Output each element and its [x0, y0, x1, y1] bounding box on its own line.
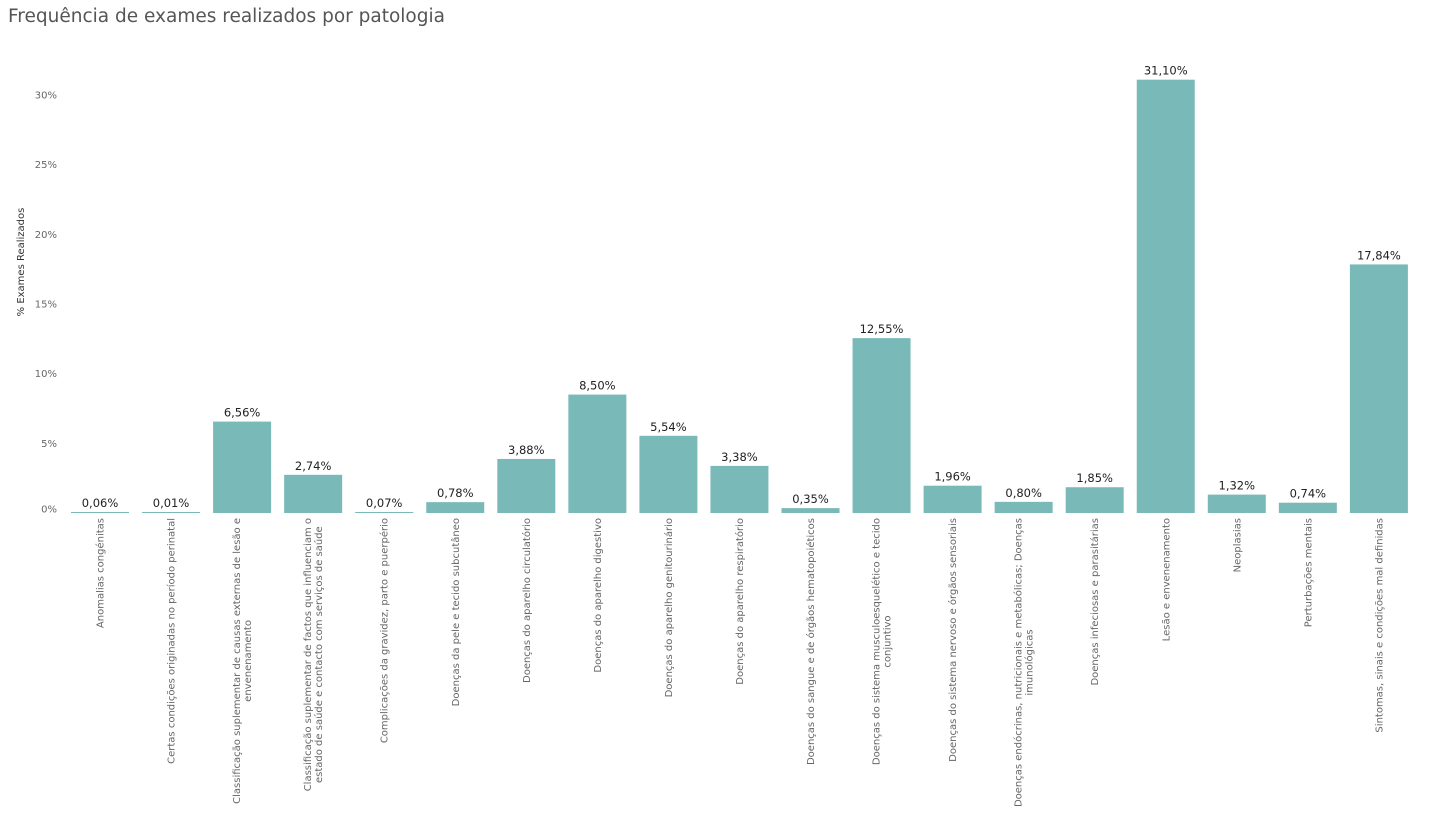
bar[interactable]	[639, 435, 698, 513]
category-label-line: Doenças do aparelho respiratório	[734, 518, 746, 685]
data-label: 2,74%	[295, 459, 332, 473]
data-label: 0,35%	[792, 492, 829, 506]
bar[interactable]	[1278, 502, 1337, 513]
category-label: Classificação suplementar de causas exte…	[232, 518, 254, 804]
y-tick-label: 10%	[35, 369, 57, 380]
category-label-line: Doenças do aparelho genitourinário	[663, 518, 675, 697]
category-labels: Anomalias congénitas Certas condições ori…	[95, 518, 1386, 807]
category-label: Complicações da gravidez, parto e puerpé…	[379, 518, 391, 743]
data-label: 1,32%	[1219, 479, 1256, 493]
category-label: Doenças do aparelho circulatório	[521, 518, 533, 683]
bar[interactable]	[213, 421, 272, 513]
data-label: 0,78%	[437, 486, 474, 500]
bar[interactable]	[1065, 487, 1124, 513]
category-label-line: Doenças do sangue e de órgãos hematopoié…	[805, 518, 817, 765]
bar[interactable]	[71, 512, 129, 513]
bars	[71, 79, 1408, 513]
y-tick-label: 20%	[35, 230, 57, 241]
category-label: Anomalias congénitas	[95, 518, 107, 628]
bar[interactable]	[568, 394, 627, 513]
bar[interactable]	[1207, 494, 1266, 513]
category-label: Doenças da pele e tecido subcutâneo	[450, 518, 462, 706]
category-label-line: Doenças do sistema musculoesquelético e …	[871, 518, 883, 765]
bar[interactable]	[1136, 79, 1195, 513]
data-label: 0,01%	[153, 496, 190, 510]
y-tick-label: 5%	[41, 439, 57, 450]
data-label: 0,07%	[366, 496, 403, 510]
category-label: Doenças do sistema nervoso e órgãos sens…	[947, 518, 959, 762]
data-label: 3,38%	[721, 450, 758, 464]
category-label: Sintomas, sinais e condições mal definid…	[1374, 518, 1385, 733]
category-label: Lesão e envenenamento	[1161, 518, 1172, 641]
bar[interactable]	[142, 512, 201, 513]
data-label: 1,85%	[1076, 471, 1113, 485]
category-label-line: Doenças do sistema nervoso e órgãos sens…	[947, 518, 959, 762]
category-label: Neoplasias	[1232, 518, 1243, 572]
category-label-line: Doenças da pele e tecido subcutâneo	[450, 518, 462, 706]
data-label: 8,50%	[579, 379, 616, 393]
category-label-line: conjuntivo	[883, 615, 894, 667]
category-label: Doenças do sangue e de órgãos hematopoié…	[805, 518, 817, 765]
category-label-line: Doenças do aparelho digestivo	[593, 518, 604, 673]
bar[interactable]	[355, 512, 414, 513]
category-label-line: Classificação suplementar de causas exte…	[232, 518, 243, 804]
category-label: Doenças do sistema musculoesquelético e …	[871, 518, 894, 765]
data-labels: 0,06% 0,01% 6,56% 2,74% 0,07% 0,78% 3,88% 8,50%…	[82, 64, 1401, 510]
bar[interactable]	[923, 485, 982, 513]
data-label: 1,96%	[934, 470, 971, 484]
category-label-line: estado de saúde e contacto com serviços …	[313, 526, 325, 783]
category-label-line: Certas condições originadas no período p…	[166, 518, 178, 764]
category-label-line: Lesão e envenenamento	[1161, 518, 1172, 641]
category-label-line: envenenamento	[243, 620, 254, 702]
bar[interactable]	[852, 338, 911, 513]
bar[interactable]	[994, 501, 1053, 513]
data-label: 31,10%	[1144, 64, 1188, 78]
y-tick-label: 15%	[35, 300, 57, 311]
data-label: 12,55%	[860, 322, 904, 336]
bar[interactable]	[781, 508, 840, 513]
category-label: Doenças do aparelho genitourinário	[663, 518, 675, 697]
data-label: 5,54%	[650, 420, 687, 434]
category-label: Doenças do aparelho respiratório	[734, 518, 746, 685]
y-axis-label: % Exames Realizados	[16, 208, 27, 317]
y-axis: 0% 5% 10% 15% 20% 25% 30%	[35, 91, 57, 516]
category-label: Perturbações mentais	[1303, 518, 1314, 627]
category-label-line: Doenças endócrinas, nutricionais e metab…	[1013, 518, 1025, 807]
data-label: 6,56%	[224, 406, 261, 420]
data-label: 0,74%	[1290, 487, 1327, 501]
bar[interactable]	[710, 465, 769, 513]
category-label-line: Sintomas, sinais e condições mal definid…	[1374, 518, 1385, 733]
bar[interactable]	[284, 474, 343, 513]
category-label-line: Doenças do aparelho circulatório	[521, 518, 533, 683]
data-label: 3,88%	[508, 443, 545, 457]
category-label: Certas condições originadas no período p…	[166, 518, 178, 764]
data-label: 0,80%	[1005, 486, 1042, 500]
y-tick-label: 0%	[41, 505, 57, 516]
category-label-line: Complicações da gravidez, parto e puerpé…	[379, 518, 391, 743]
bar[interactable]	[426, 502, 485, 513]
category-label: Classificação suplementar de factos que …	[303, 518, 325, 791]
category-label-line: Classificação suplementar de factos que …	[303, 518, 314, 791]
data-label: 0,06%	[82, 496, 119, 510]
category-label: Doenças infeciosas e parasitárias	[1089, 518, 1101, 686]
category-label-line: Neoplasias	[1232, 518, 1243, 572]
data-label: 17,84%	[1357, 248, 1401, 262]
bar[interactable]	[497, 458, 556, 513]
category-label: Doenças do aparelho digestivo	[593, 518, 604, 673]
bar[interactable]	[1349, 264, 1408, 513]
category-label-line: Perturbações mentais	[1303, 518, 1314, 627]
chart-title: Frequência de exames realizados por pato…	[8, 6, 445, 27]
category-label-line: imunológicas	[1024, 629, 1036, 695]
category-label-line: Anomalias congénitas	[95, 518, 107, 628]
category-label: Doenças endócrinas, nutricionais e metab…	[1013, 518, 1036, 807]
y-tick-label: 30%	[35, 91, 57, 102]
category-label-line: Doenças infeciosas e parasitárias	[1089, 518, 1101, 686]
y-tick-label: 25%	[35, 160, 57, 171]
